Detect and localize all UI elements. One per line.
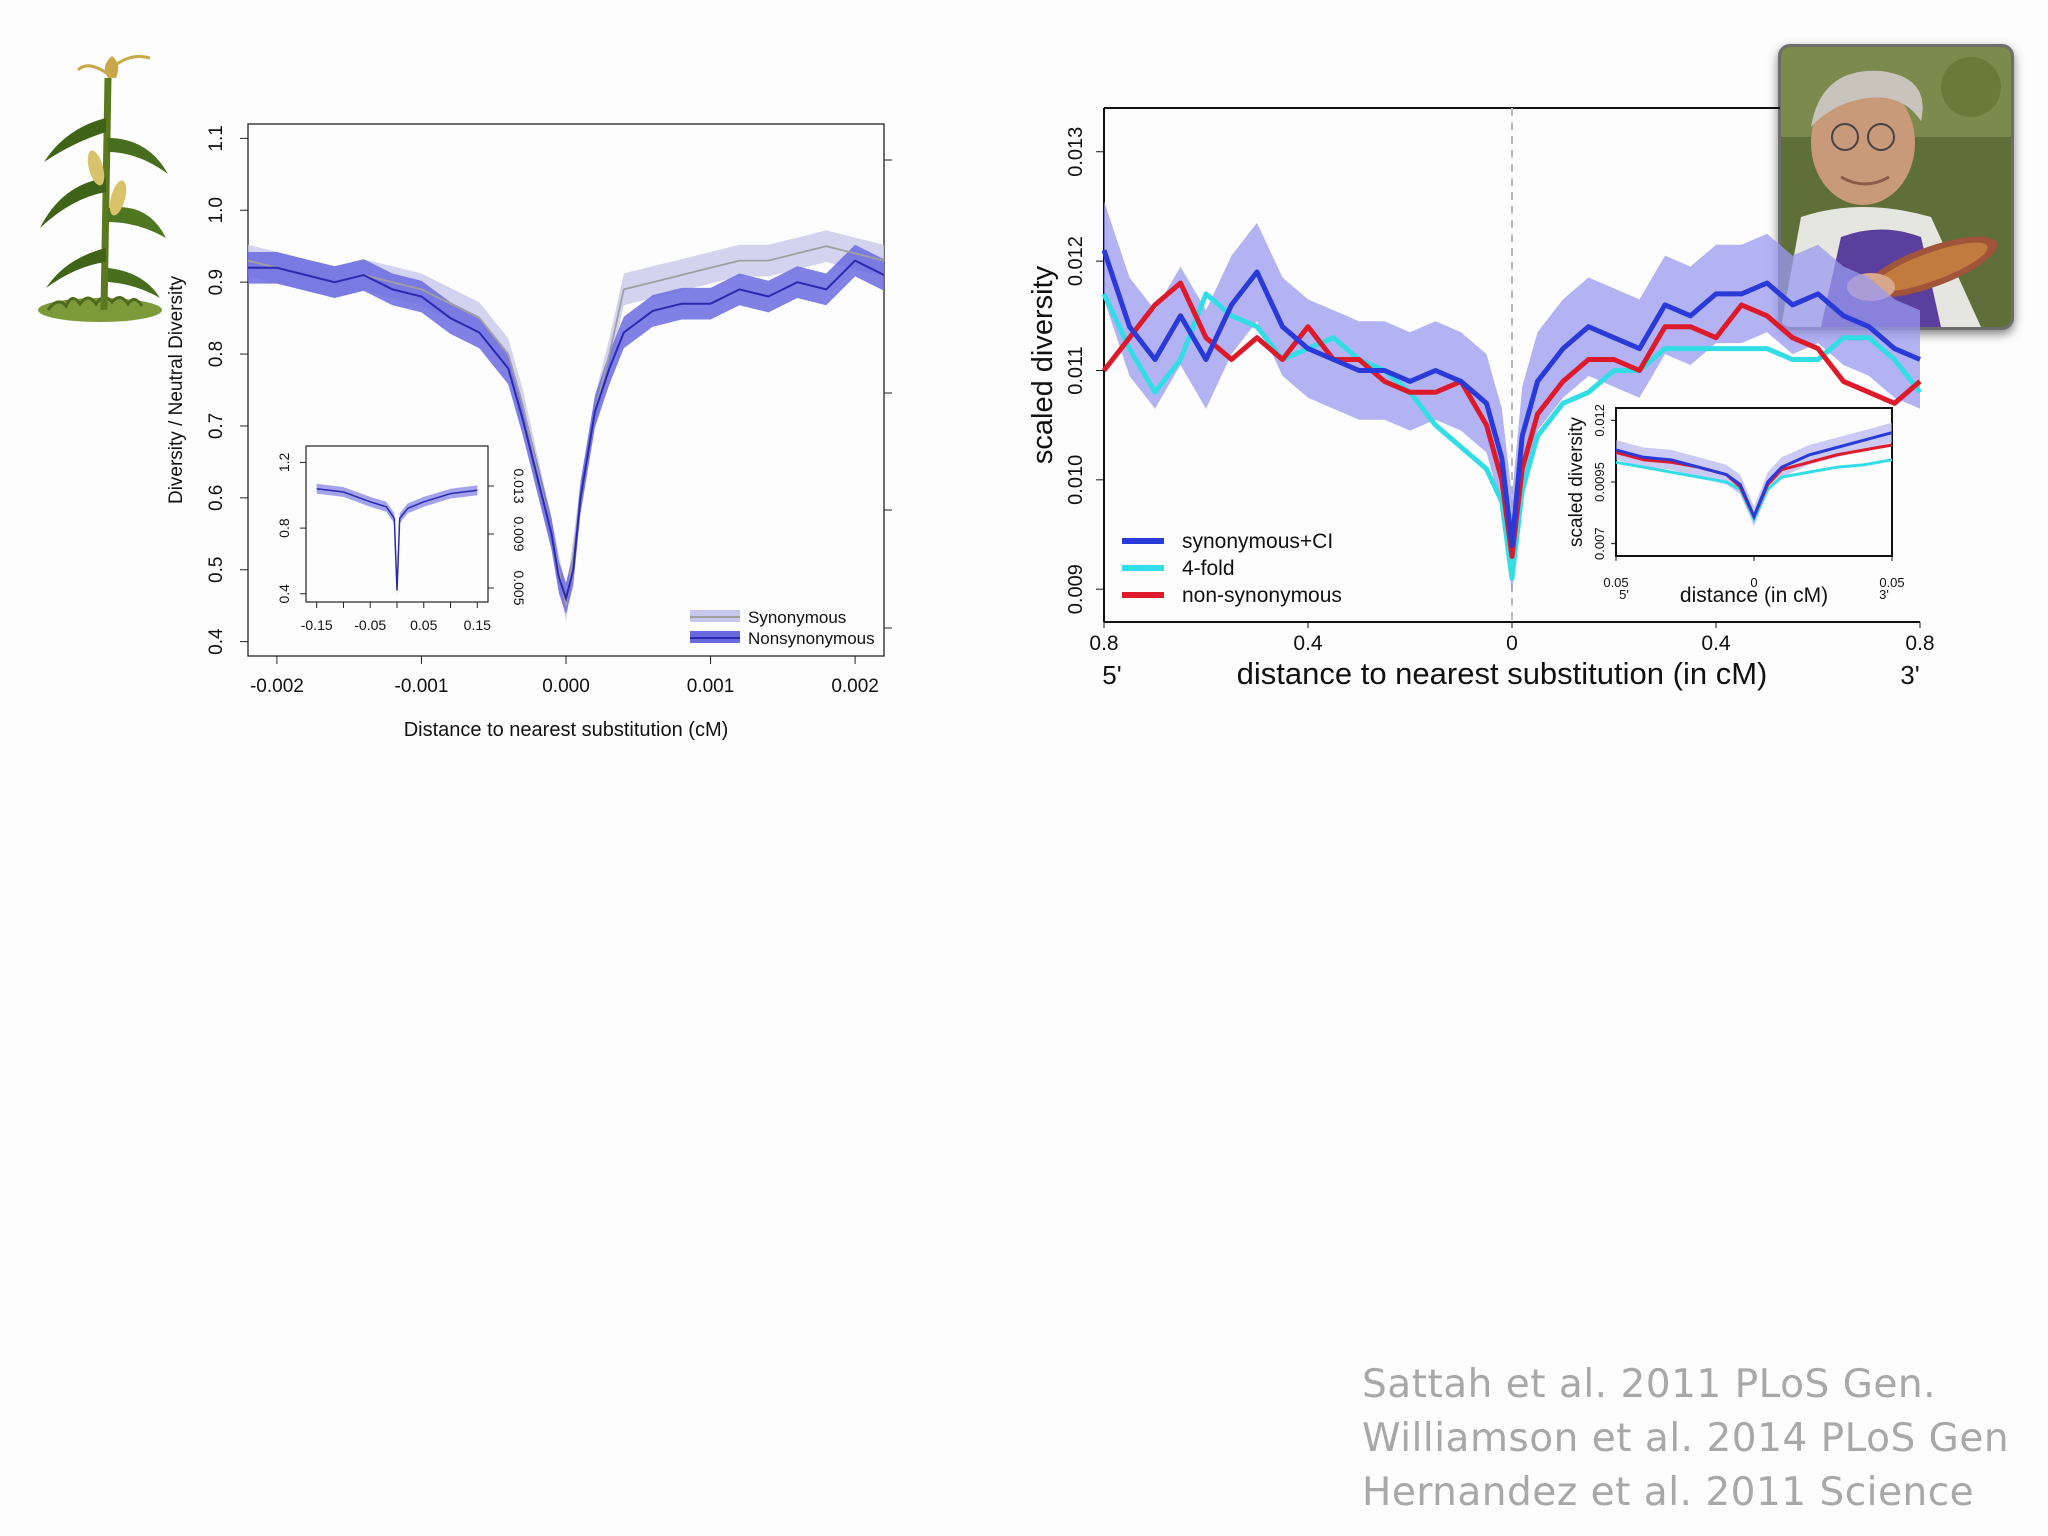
chart-a-series-line-1 [248, 259, 885, 603]
chart-b-x-tick-label: 0.8 [1905, 632, 1934, 655]
chart-a-y-tick-label: 1.0 [206, 197, 227, 223]
chart-b-x-axis-label: distance to nearest substitution (in cM) [1237, 656, 1768, 691]
chart-a-y-tick-label: 0.9 [206, 269, 227, 295]
chart-b-legend-label: 4-fold [1182, 557, 1235, 580]
chart-a-x-axis-label: Distance to nearest substitution (cM) [404, 719, 729, 741]
chart-b-x-tick-label: 0.8 [1089, 632, 1118, 655]
chart-a-y-axis-label: Diversity / Neutral Diversity [166, 275, 187, 504]
citation-3: Hernandez et al. 2011 Science [1362, 1470, 1975, 1515]
chart-b-legend-label: non-synonymous [1182, 584, 1342, 607]
chart-a-inset-right-tick-label: 0.013 [511, 468, 527, 503]
chart-a-inset-x-tick-label: -0.05 [354, 617, 386, 633]
chart-a-x-tick-label: -0.002 [250, 676, 304, 697]
chart-b-y-tick-label: 0.009 [1065, 564, 1087, 614]
chart-b-inset-x-tick-label: 0.05 [1603, 575, 1628, 590]
chart-b-series-line-2 [1102, 280, 1922, 559]
chart-a-y-tick-label: 1.1 [206, 125, 227, 151]
chart-a-x-tick-label: 0.000 [542, 676, 590, 697]
chart-a-y-tick-label: 0.4 [206, 628, 227, 655]
citations: Sattah et al. 2011 PLoS Gen. Williamson … [1362, 1358, 2009, 1520]
chart-b-inset-y-tick-label: 0.0095 [1592, 462, 1607, 502]
chart-a-x-tick-label: 0.001 [687, 676, 735, 697]
chart-b-inset-y-tick-label: 0.012 [1592, 404, 1607, 437]
chart-a-inset-right-tick-label: 0.009 [511, 516, 527, 551]
chart-b-inset-band [1616, 422, 1892, 527]
chart-b-inset-x-tick-label: 0.05 [1879, 575, 1904, 590]
chart-b-series-line-1 [1101, 291, 1922, 581]
chart-a-series-line-0 [247, 245, 885, 606]
chart-a-inset-y-tick-label: 1.2 [276, 452, 292, 472]
chart-a-inset-line [316, 487, 478, 591]
figures-canvas: -0.002 -0.001 0.000 0.001 0.002 0.4 0.5 0.6 0.7 0… [166, 107, 1935, 741]
chart-b-x-tick-label: 0 [1506, 632, 1518, 655]
chart-b-x-end-label-right: 3' [1900, 660, 1919, 690]
chart-b-inset-y-tick-label: 0.007 [1592, 527, 1607, 560]
portrait-photo-with-corn [1781, 47, 2011, 327]
corn-plant-illustration [38, 55, 168, 322]
chart-a-legend-label: Nonsynonymous [748, 629, 875, 648]
citation-1: Sattah et al. 2011 PLoS Gen. [1362, 1362, 1937, 1407]
chart-b-y-axis-label: scaled diversity [1027, 265, 1059, 464]
chart-a-inset-right-tick-label: 0.005 [511, 570, 527, 605]
chart-b-inset-x-end-label-left: 5' [1619, 587, 1629, 602]
chart-b-ci-band [1104, 201, 1920, 595]
chart-a-legend-label: Synonymous [748, 608, 846, 627]
chart-a-inset-y-tick-label: 0.8 [276, 518, 292, 538]
chart-a-y-tick-label: 0.6 [206, 485, 227, 511]
chart-b-y-tick-label: 0.013 [1065, 127, 1087, 177]
citation-2: Williamson et al. 2014 PLoS Gen [1362, 1416, 2010, 1461]
chart-a-x-tick-label: -0.001 [395, 676, 449, 697]
chart-b-y-tick-label: 0.010 [1065, 455, 1087, 505]
chart-b-x-tick-label: 0.4 [1701, 632, 1731, 655]
chart-a-band-1 [248, 244, 884, 615]
chart-a-inset-band [316, 483, 478, 596]
chart-a-x-tick-label: 0.002 [831, 676, 879, 697]
chart-b-y-tick-label: 0.011 [1065, 346, 1087, 395]
portrait-photo [1778, 44, 2014, 330]
chart-b-inset-x-end-label-right: 3' [1879, 587, 1889, 602]
chart-a-inset-y-tick-label: 0.4 [276, 584, 292, 604]
chart-b-inset-y-axis-label: scaled diversity [1566, 417, 1587, 547]
chart-b-inset-x-tick-label: 0 [1750, 575, 1757, 590]
chart-a-y-tick-label: 0.7 [206, 413, 227, 439]
chart-b-inset-frame [1615, 407, 1893, 557]
chart-b-y-tick-label: 0.012 [1065, 236, 1087, 286]
chart-b-series-line-0 [1101, 249, 1921, 548]
chart-a-inset-x-tick-label: 0.15 [464, 617, 491, 633]
chart-a-inset-x-tick-label: 0.05 [410, 617, 437, 633]
chart-b-x-end-label-left: 5' [1102, 660, 1121, 690]
chart-b-inset-line-0 [1615, 431, 1893, 521]
chart-a-y-tick-label: 0.8 [206, 341, 227, 367]
chart-b-inset-x-axis-label: distance (in cM) [1680, 584, 1828, 607]
chart-b-x-tick-label: 0.4 [1293, 632, 1323, 655]
chart-a-inset-x-tick-label: -0.15 [301, 617, 333, 633]
chart-b-legend-label: synonymous+CI [1182, 530, 1333, 553]
chart-a-y-tick-label: 0.5 [206, 557, 227, 583]
